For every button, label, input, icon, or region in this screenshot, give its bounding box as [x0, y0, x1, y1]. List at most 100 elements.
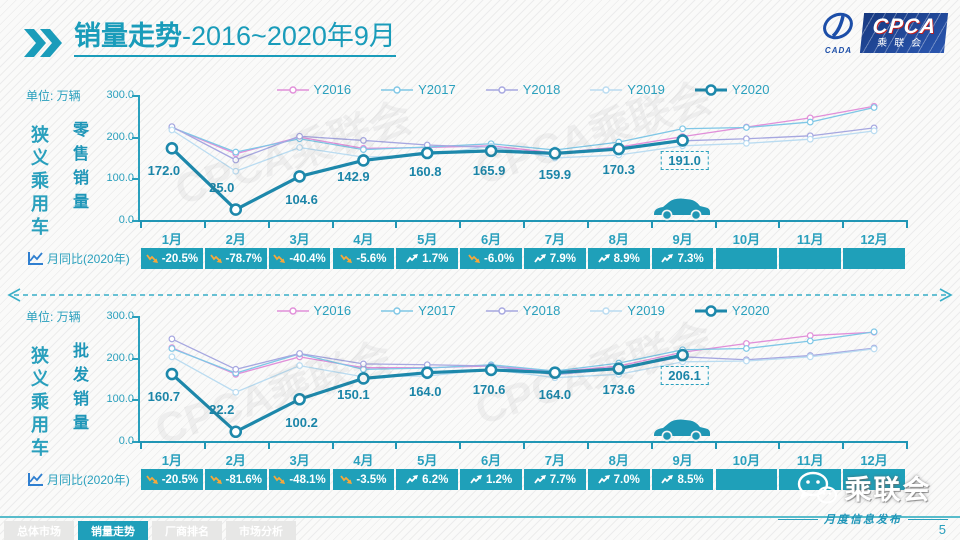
yoy-value: -81.6% [225, 473, 262, 486]
plot-area: 172.0 25.0 104.6 142.9 160.8 165.9 159.9 170.3 1… [140, 95, 906, 220]
tab-market-analysis[interactable]: 市场分析 [226, 521, 296, 540]
yoy-cell: 7.3% [651, 248, 714, 269]
month-label: 1月 [161, 232, 183, 247]
tab-sales-trend[interactable]: 销量走势 [78, 521, 148, 540]
y-tick-label: 100.0 [106, 393, 134, 406]
footer-tabs: 总体市场 销量走势 厂商排名 市场分析 [4, 521, 296, 540]
yoy-cell [779, 248, 842, 269]
y-tick [132, 95, 138, 97]
tab-overall-market[interactable]: 总体市场 [4, 521, 74, 540]
y-tick [132, 441, 138, 443]
x-tick [140, 222, 142, 228]
metric-label: 零售销量 [70, 121, 87, 217]
rule-left [778, 518, 818, 520]
trend-down-icon [209, 254, 222, 263]
legend-marker [694, 83, 727, 96]
trend-down-icon [340, 254, 353, 263]
month-label: 10月 [732, 232, 761, 247]
data-label: 160.7 [147, 389, 181, 405]
x-tick [714, 222, 717, 228]
page-title: 销量走势-2016~2020年9月 [74, 21, 396, 57]
yoy-cell: -20.5% [141, 469, 203, 490]
y-axis [138, 95, 140, 222]
x-tick [267, 443, 270, 449]
x-tick [586, 222, 589, 228]
legend-label: Y2017 [418, 303, 456, 318]
x-tick [906, 443, 908, 449]
trend-down-icon [340, 475, 353, 484]
trend-up-icon [534, 254, 546, 263]
trend-down-icon [468, 254, 481, 263]
trend-down-icon [273, 254, 286, 263]
brand-name: 乘联会 [844, 475, 932, 505]
y-tick-label: 100.0 [106, 172, 134, 185]
yoy-value: 6.2% [422, 473, 449, 486]
plot-area: 160.7 22.2 100.2 150.1 164.0 170.6 164.0 173.6 2… [140, 316, 906, 441]
legend-item-y2017: Y2017 [381, 82, 456, 97]
y-tick [132, 178, 138, 181]
y-tick [132, 399, 138, 402]
yoy-value: 7.7% [549, 473, 577, 486]
legend-label: Y2017 [418, 82, 456, 97]
yoy-cell [843, 469, 905, 490]
month-label: 5月 [417, 232, 438, 247]
month-label: 9月 [672, 232, 693, 247]
data-label: 22.2 [209, 401, 235, 417]
month-label: 7月 [544, 232, 566, 247]
yoy-cell: -6.0% [460, 248, 522, 269]
yoy-value: 8.9% [613, 252, 640, 265]
x-tick [395, 443, 398, 449]
data-label: 170.6 [472, 381, 506, 397]
yoy-cell: -78.7% [204, 248, 267, 269]
month-label: 11月 [796, 232, 824, 247]
legend-label: Y2020 [731, 82, 770, 97]
yoy-cell: 6.2% [396, 469, 459, 490]
yoy-value: -40.4% [289, 252, 326, 265]
legend-marker [485, 85, 518, 94]
vehicle-category-label: 狭义乘用车 [29, 125, 49, 240]
legend-marker [276, 85, 309, 94]
month-label: 6月 [480, 453, 502, 468]
x-tick [267, 222, 270, 228]
series-svg [165, 102, 878, 216]
legend-label: Y2018 [522, 82, 561, 97]
x-tick [714, 443, 717, 449]
legend-item-y2019: Y2019 [590, 82, 665, 97]
cpca-logo-box: CPCA 乘联会 [860, 12, 949, 53]
yoy-cells: -20.5% -81.6% -48.1% -3.5% 6.2% 1.2% 7.7% 7.0% 8… [140, 469, 906, 490]
legend-item-y2017: Y2017 [381, 303, 456, 318]
series-svg [165, 328, 878, 439]
data-label: 104.6 [285, 192, 318, 208]
month-label: 2月 [225, 232, 246, 247]
y-tick [132, 136, 138, 139]
legend-label: Y2019 [627, 303, 665, 318]
x-axis [138, 441, 908, 443]
month-label: 12月 [860, 453, 888, 468]
cpca-logo: CADA CPCA 乘联会 [819, 10, 949, 55]
data-label: 206.1 [660, 366, 709, 386]
y-tick-label: 200.0 [106, 130, 134, 143]
y-tick-label: 0.0 [118, 214, 134, 226]
legend-marker [694, 304, 727, 317]
footer-divider [0, 516, 960, 518]
month-label: 8月 [608, 453, 629, 468]
x-tick [523, 443, 525, 449]
trend-up-icon [661, 254, 674, 263]
unit-label: 单位: 万辆 [26, 89, 81, 103]
yoy-value: 7.0% [613, 473, 640, 486]
cpca-logo-subtext: CADA [824, 46, 853, 55]
page-title-main: 销量走势 [74, 21, 182, 51]
month-label: 7月 [544, 453, 566, 468]
slide-header: 销量走势-2016~2020年9月 [24, 21, 396, 57]
x-tick [203, 443, 206, 449]
y-tick-label: 0.0 [118, 435, 134, 447]
legend-item-y2019: Y2019 [590, 303, 665, 318]
trend-up-icon [534, 475, 546, 484]
tab-oem-ranking[interactable]: 厂商排名 [152, 521, 222, 540]
x-tick [586, 443, 589, 449]
legend-label: Y2016 [313, 82, 352, 97]
x-tick [842, 443, 845, 449]
yoy-cells: -20.5% -78.7% -40.4% -5.6% 1.7% -6.0% 7.9% 8.9%… [140, 248, 906, 269]
month-label: 6月 [480, 232, 502, 247]
yoy-value: 1.2% [485, 473, 513, 486]
